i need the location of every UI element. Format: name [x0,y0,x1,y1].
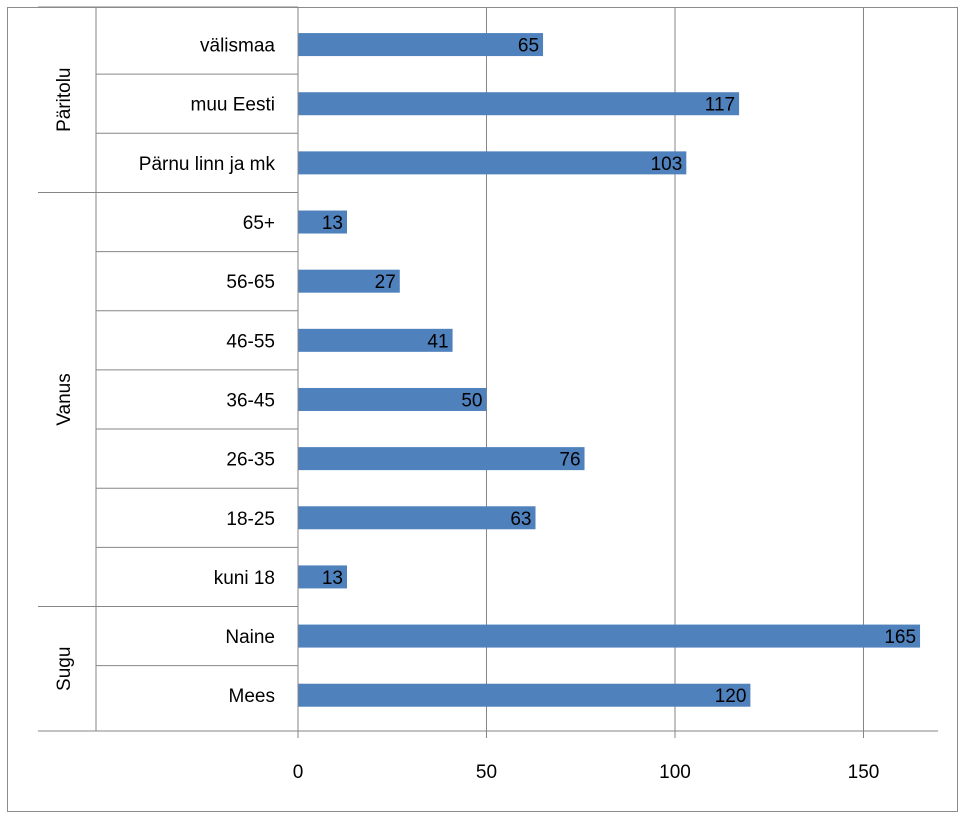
bar-välismaa [298,33,544,57]
group-label: Päritolu [54,68,75,132]
bar-pärnu-linn-ja-mk [298,151,687,175]
data-label: 27 [375,272,396,293]
bar-kuni-18 [298,565,348,589]
category-label: 65+ [243,213,275,234]
data-label: 13 [322,568,343,589]
group-label: Sugu [54,647,75,691]
category-label: välismaa [200,36,275,57]
data-label: 13 [322,213,343,234]
x-tick-label: 100 [659,762,691,783]
data-label: 50 [461,390,482,411]
x-tick-label: 150 [848,762,880,783]
category-label: kuni 18 [214,568,275,589]
category-label: 46-55 [226,331,275,352]
bar-36-45 [298,387,487,411]
data-label: 65 [518,36,539,57]
category-label: 36-45 [226,390,275,411]
bar-mees [298,683,751,707]
bar-naine [298,624,921,648]
bar-muu-eesti [298,92,740,116]
data-label: 76 [559,450,580,471]
category-label: 18-25 [226,509,275,530]
bar-56-65 [298,269,400,293]
category-label: Naine [225,627,275,648]
x-tick-label: 0 [293,762,304,783]
group-label: Vanus [54,373,75,425]
bar-65+ [298,210,348,234]
bar-18-25 [298,506,536,530]
data-label: 165 [884,627,916,648]
x-tick-label: 50 [476,762,497,783]
category-label: muu Eesti [191,95,275,116]
category-label: 56-65 [226,272,275,293]
bar-26-35 [298,447,585,471]
data-label: 120 [715,686,747,707]
data-label: 63 [510,509,531,530]
data-label: 117 [705,95,735,116]
bar-46-55 [298,328,453,352]
data-label: 41 [427,331,448,352]
category-label: Pärnu linn ja mk [139,154,276,175]
category-label: 26-35 [226,450,275,471]
category-label: Mees [229,686,275,707]
data-label: 103 [651,154,683,175]
